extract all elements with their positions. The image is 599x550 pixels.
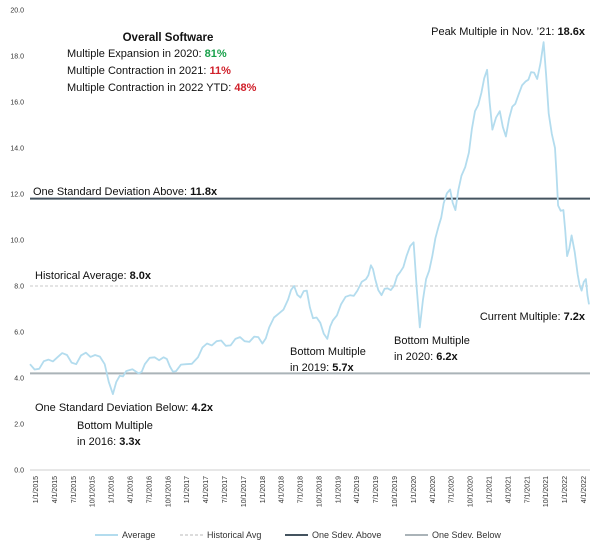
x-tick-label: 7/1/2016 [146, 476, 153, 503]
x-tick-label: 1/1/2018 [260, 476, 267, 503]
x-tick-label: 10/1/2017 [241, 476, 248, 507]
annotation-sdev-below: One Standard Deviation Below: 4.2x [35, 402, 214, 414]
y-tick-label: 8.0 [14, 284, 24, 291]
y-tick-label: 2.0 [14, 422, 24, 429]
x-tick-label: 4/1/2021 [505, 476, 512, 503]
x-tick-label: 1/1/2017 [184, 476, 191, 503]
y-tick-label: 18.0 [10, 54, 24, 61]
x-tick-label: 4/1/2018 [279, 476, 286, 503]
x-tick-label: 4/1/2020 [430, 476, 437, 503]
sdev-above-label: One Standard Deviation Above: [33, 186, 190, 198]
y-tick-label: 12.0 [10, 192, 24, 199]
bottom-2016-value: 3.3x [119, 436, 141, 448]
annotation-bottom-2016-line2: in 2016: 3.3x [77, 436, 141, 448]
annotation-bottom-2020-line2: in 2020: 6.2x [394, 351, 458, 363]
bottom-2019-value: 5.7x [332, 362, 354, 374]
x-tick-label: 10/1/2019 [392, 476, 399, 507]
x-tick-label: 4/1/2017 [203, 476, 210, 503]
legend: Average Historical Avg One Sdev. Above O… [95, 530, 501, 540]
current-label: Current Multiple: [480, 311, 564, 323]
y-tick-label: 16.0 [10, 100, 24, 107]
annotation-contraction-2021: Multiple Contraction in 2021: 11% [67, 65, 231, 77]
x-tick-label: 7/1/2019 [373, 476, 380, 503]
x-tick-label: 10/1/2018 [316, 476, 323, 507]
x-tick-label: 1/1/2021 [487, 476, 494, 503]
annotation-bottom-2019-line1: Bottom Multiple [290, 346, 366, 358]
annotation-current: Current Multiple: 7.2x [480, 311, 586, 323]
annotation-historical-avg: Historical Average: 8.0x [35, 270, 152, 282]
current-value: 7.2x [564, 311, 586, 323]
x-tick-label: 4/1/2022 [581, 476, 588, 503]
x-tick-label: 7/1/2021 [524, 476, 531, 503]
contraction-2021-value: 11% [209, 65, 231, 77]
x-tick-label: 1/1/2015 [33, 476, 40, 503]
historical-avg-label: Historical Average: [35, 270, 130, 282]
x-tick-label: 7/1/2017 [222, 476, 229, 503]
x-tick-label: 7/1/2015 [71, 476, 78, 503]
legend-label-sdev-above: One Sdev. Above [312, 530, 381, 540]
x-tick-label: 7/1/2018 [298, 476, 305, 503]
x-tick-label: 1/1/2019 [335, 476, 342, 503]
y-tick-label: 20.0 [10, 8, 24, 15]
reference-lines [30, 197, 590, 375]
annotation-bottom-2020-line1: Bottom Multiple [394, 335, 470, 347]
series-line-average [29, 41, 590, 395]
annotation-peak: Peak Multiple in Nov. ’21: 18.6x [431, 26, 586, 38]
legend-label-historical-avg: Historical Avg [207, 530, 261, 540]
annotation-title: Overall Software [123, 32, 214, 44]
peak-label: Peak Multiple in Nov. ’21: [431, 26, 557, 38]
x-tick-label: 10/1/2020 [468, 476, 475, 507]
annotation-bottom-2019-line2: in 2019: 5.7x [290, 362, 354, 374]
bottom-2016-label: in 2016: [77, 436, 119, 448]
legend-label-average: Average [122, 530, 155, 540]
contraction-2021-label: Multiple Contraction in 2021: [67, 65, 209, 77]
x-tick-label: 4/1/2015 [52, 476, 59, 503]
legend-label-sdev-below: One Sdev. Below [432, 530, 501, 540]
bottom-2020-value: 6.2x [436, 351, 458, 363]
sdev-above-value: 11.8x [190, 186, 218, 198]
contraction-2022-value: 48% [234, 82, 256, 94]
x-tick-label: 1/1/2022 [562, 476, 569, 503]
annotation-bottom-2016-line1: Bottom Multiple [77, 420, 153, 432]
sdev-below-label: One Standard Deviation Below: [35, 402, 192, 414]
x-axis-ticks: 1/1/2015 4/1/2015 7/1/2015 10/1/2015 1/1/201… [33, 476, 588, 507]
x-tick-label: 10/1/2021 [543, 476, 550, 507]
annotation-expansion-2020: Multiple Expansion in 2020: 81% [67, 48, 227, 60]
y-tick-label: 10.0 [10, 238, 24, 245]
x-tick-label: 7/1/2020 [449, 476, 456, 503]
contraction-2022-label: Multiple Contraction in 2022 YTD: [67, 82, 234, 94]
x-tick-label: 1/1/2016 [109, 476, 116, 503]
y-tick-label: 0.0 [14, 468, 24, 475]
y-axis-ticks: 0.0 2.0 4.0 6.0 8.0 10.0 12.0 14.0 16.0 18.0 20.0 [10, 8, 24, 475]
x-tick-label: 10/1/2015 [90, 476, 97, 507]
bottom-2020-label: in 2020: [394, 351, 436, 363]
sdev-below-value: 4.2x [192, 402, 214, 414]
bottom-2019-label: in 2019: [290, 362, 332, 374]
x-tick-label: 4/1/2016 [127, 476, 134, 503]
historical-avg-value: 8.0x [130, 270, 152, 282]
peak-value: 18.6x [557, 26, 585, 38]
y-tick-label: 4.0 [14, 376, 24, 383]
x-tick-label: 4/1/2019 [354, 476, 361, 503]
expansion-value: 81% [205, 48, 227, 60]
x-tick-label: 1/1/2020 [411, 476, 418, 503]
y-tick-label: 14.0 [10, 146, 24, 153]
x-tick-label: 10/1/2016 [165, 476, 172, 507]
series-group [29, 41, 590, 395]
y-tick-label: 6.0 [14, 330, 24, 337]
annotation-contraction-2022: Multiple Contraction in 2022 YTD: 48% [67, 82, 257, 94]
annotation-sdev-above: One Standard Deviation Above: 11.8x [33, 186, 218, 198]
expansion-label: Multiple Expansion in 2020: [67, 48, 205, 60]
